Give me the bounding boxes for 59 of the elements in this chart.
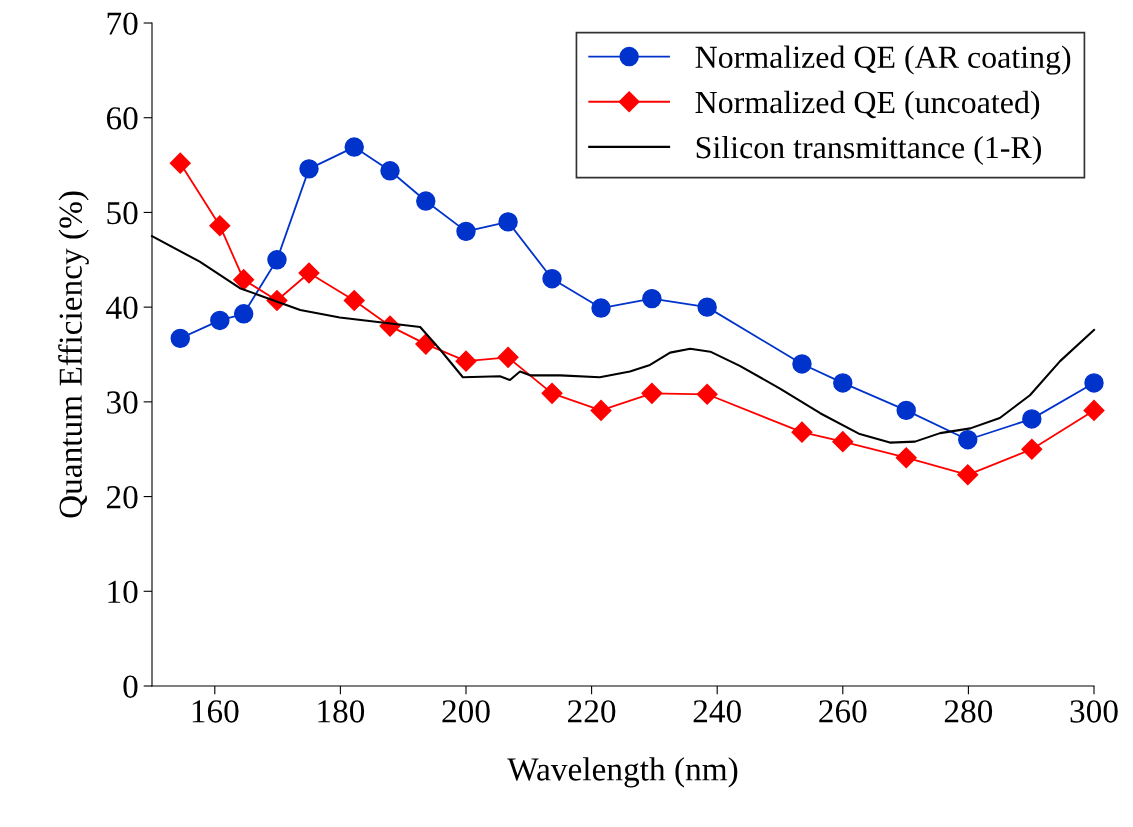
y-tick-label: 40: [106, 296, 138, 320]
point: [541, 382, 563, 404]
point: [896, 400, 916, 421]
point: [169, 152, 191, 174]
y-tick-label: 0: [123, 675, 138, 698]
x-tick-label: 220: [568, 700, 616, 723]
y-tick-label: 20: [106, 485, 138, 509]
point: [832, 431, 854, 453]
point: [299, 159, 319, 179]
point: [792, 354, 812, 374]
point: [641, 382, 663, 404]
point: [498, 212, 518, 232]
point: [833, 373, 853, 393]
point: [233, 269, 255, 291]
y-tick-label: 50: [107, 201, 138, 225]
y-axis-title: Quantum Efficiency (%): [58, 191, 89, 518]
x-tick-label: 260: [819, 700, 867, 723]
point: [957, 464, 979, 486]
x-tick-label: 180: [318, 700, 365, 723]
legend-label: Normalized QE (uncoated): [695, 90, 1040, 120]
point: [591, 298, 611, 318]
x-axis-title: Wavelength (nm): [507, 757, 738, 788]
point: [344, 137, 364, 157]
point: [298, 262, 320, 284]
point: [1022, 409, 1042, 429]
x-tick-label: 200: [442, 700, 490, 723]
point: [233, 304, 254, 324]
y-tick-label: 60: [106, 107, 138, 130]
point: [209, 215, 231, 237]
y-tick-label: 30: [107, 391, 138, 414]
y-tick-label: 70: [107, 12, 138, 35]
x-tick-label: 240: [693, 700, 741, 723]
point: [455, 350, 477, 372]
point: [791, 421, 813, 443]
y-tick-label: 10: [108, 580, 138, 604]
point: [497, 346, 519, 368]
point: [542, 269, 562, 289]
point: [590, 399, 612, 421]
point: [210, 310, 230, 331]
point: [642, 288, 662, 309]
point: [1083, 399, 1105, 421]
x-tick-label: 280: [944, 700, 993, 723]
point: [697, 297, 717, 317]
point: [696, 383, 718, 405]
point: [1021, 438, 1043, 460]
point: [170, 328, 190, 349]
x-tick-label: 160: [192, 700, 239, 723]
point: [416, 191, 436, 211]
legend-label: Normalized QE (AR coating): [695, 45, 1071, 75]
point: [895, 447, 917, 469]
point: [415, 333, 437, 355]
legend-label: Silicon transmittance (1-R): [696, 135, 1041, 165]
point: [456, 221, 476, 242]
point: [380, 161, 400, 181]
point: [343, 289, 365, 312]
x-tick-label: 300: [1070, 700, 1118, 723]
point: [267, 250, 287, 270]
point: [1084, 373, 1104, 393]
point: [958, 430, 978, 450]
